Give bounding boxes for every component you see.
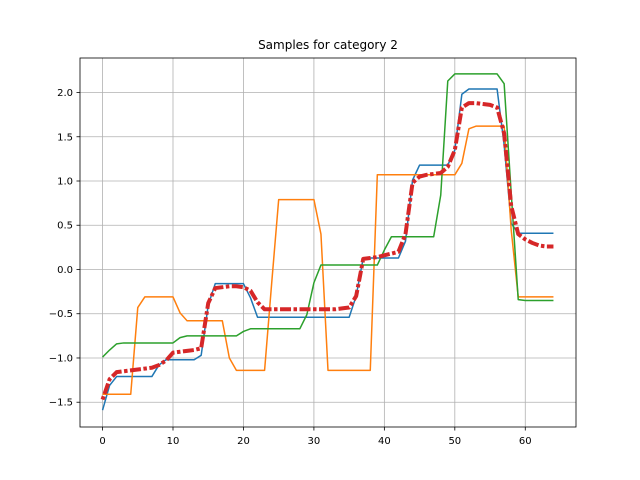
series-line-1 bbox=[101, 88, 554, 411]
x-tick-label: 20 bbox=[237, 436, 250, 447]
plot-frame bbox=[79, 57, 577, 428]
series-line-2 bbox=[102, 125, 554, 396]
grid-lines bbox=[80, 58, 576, 427]
y-tick-label: 1.0 bbox=[57, 177, 73, 188]
series-line-4 bbox=[100, 101, 554, 401]
y-tick-label: 2.0 bbox=[57, 88, 73, 99]
x-axis: 0 10 20 30 40 50 60 bbox=[99, 427, 532, 447]
x-tick-label: 0 bbox=[99, 436, 105, 447]
y-tick-label: −0.5 bbox=[49, 309, 73, 320]
y-tick-label: 0.5 bbox=[57, 221, 73, 232]
y-tick-label: 1.5 bbox=[57, 132, 73, 143]
y-axis: −1.5 −1.0 −0.5 0.0 0.5 1.0 1.5 2.0 bbox=[49, 88, 80, 409]
series-group bbox=[100, 73, 554, 411]
y-tick-label: −1.5 bbox=[49, 398, 73, 409]
x-tick-label: 30 bbox=[308, 436, 321, 447]
x-tick-label: 40 bbox=[378, 436, 391, 447]
x-tick-label: 10 bbox=[167, 436, 180, 447]
y-tick-label: −1.0 bbox=[49, 353, 73, 364]
series-line-3 bbox=[102, 73, 554, 358]
x-tick-label: 60 bbox=[519, 436, 532, 447]
chart-title: Samples for category 2 bbox=[258, 38, 398, 52]
axes bbox=[79, 57, 577, 428]
y-tick-label: 0.0 bbox=[57, 265, 73, 276]
x-tick-label: 50 bbox=[448, 436, 461, 447]
